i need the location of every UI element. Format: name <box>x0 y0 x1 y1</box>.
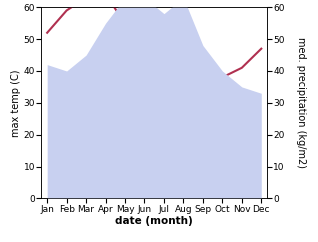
Y-axis label: max temp (C): max temp (C) <box>11 69 21 136</box>
X-axis label: date (month): date (month) <box>115 216 193 227</box>
Y-axis label: med. precipitation (kg/m2): med. precipitation (kg/m2) <box>296 37 306 168</box>
